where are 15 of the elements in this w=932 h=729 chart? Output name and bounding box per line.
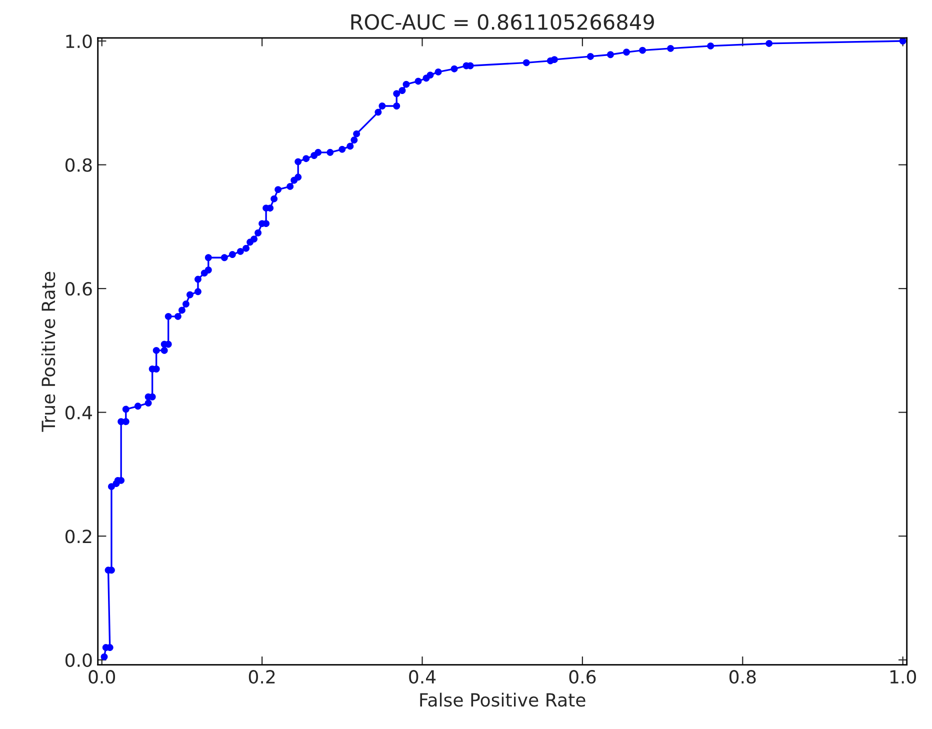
y-axis-title: True Positive Rate bbox=[41, 272, 56, 432]
x-tick-label: 1.0 bbox=[890, 670, 916, 684]
x-axis-title: False Positive Rate bbox=[420, 692, 586, 707]
y-tick-label: 0.2 bbox=[65, 530, 92, 544]
x-tick-label: 0.4 bbox=[409, 670, 436, 684]
x-tick-label: 0.2 bbox=[248, 670, 275, 684]
x-tick-label: 0.6 bbox=[569, 670, 596, 684]
x-tick-label: 0.8 bbox=[729, 670, 756, 684]
y-tick-label: 0.0 bbox=[65, 653, 92, 668]
y-tick-label: 1.0 bbox=[66, 34, 92, 48]
y-tick-label: 0.4 bbox=[65, 406, 92, 420]
chart-title: ROC-AUC = 0.861105266849 bbox=[351, 14, 654, 30]
y-tick-label: 0.8 bbox=[65, 158, 92, 172]
y-tick-label: 0.6 bbox=[65, 282, 92, 296]
x-tick-label: 0.0 bbox=[88, 670, 116, 684]
